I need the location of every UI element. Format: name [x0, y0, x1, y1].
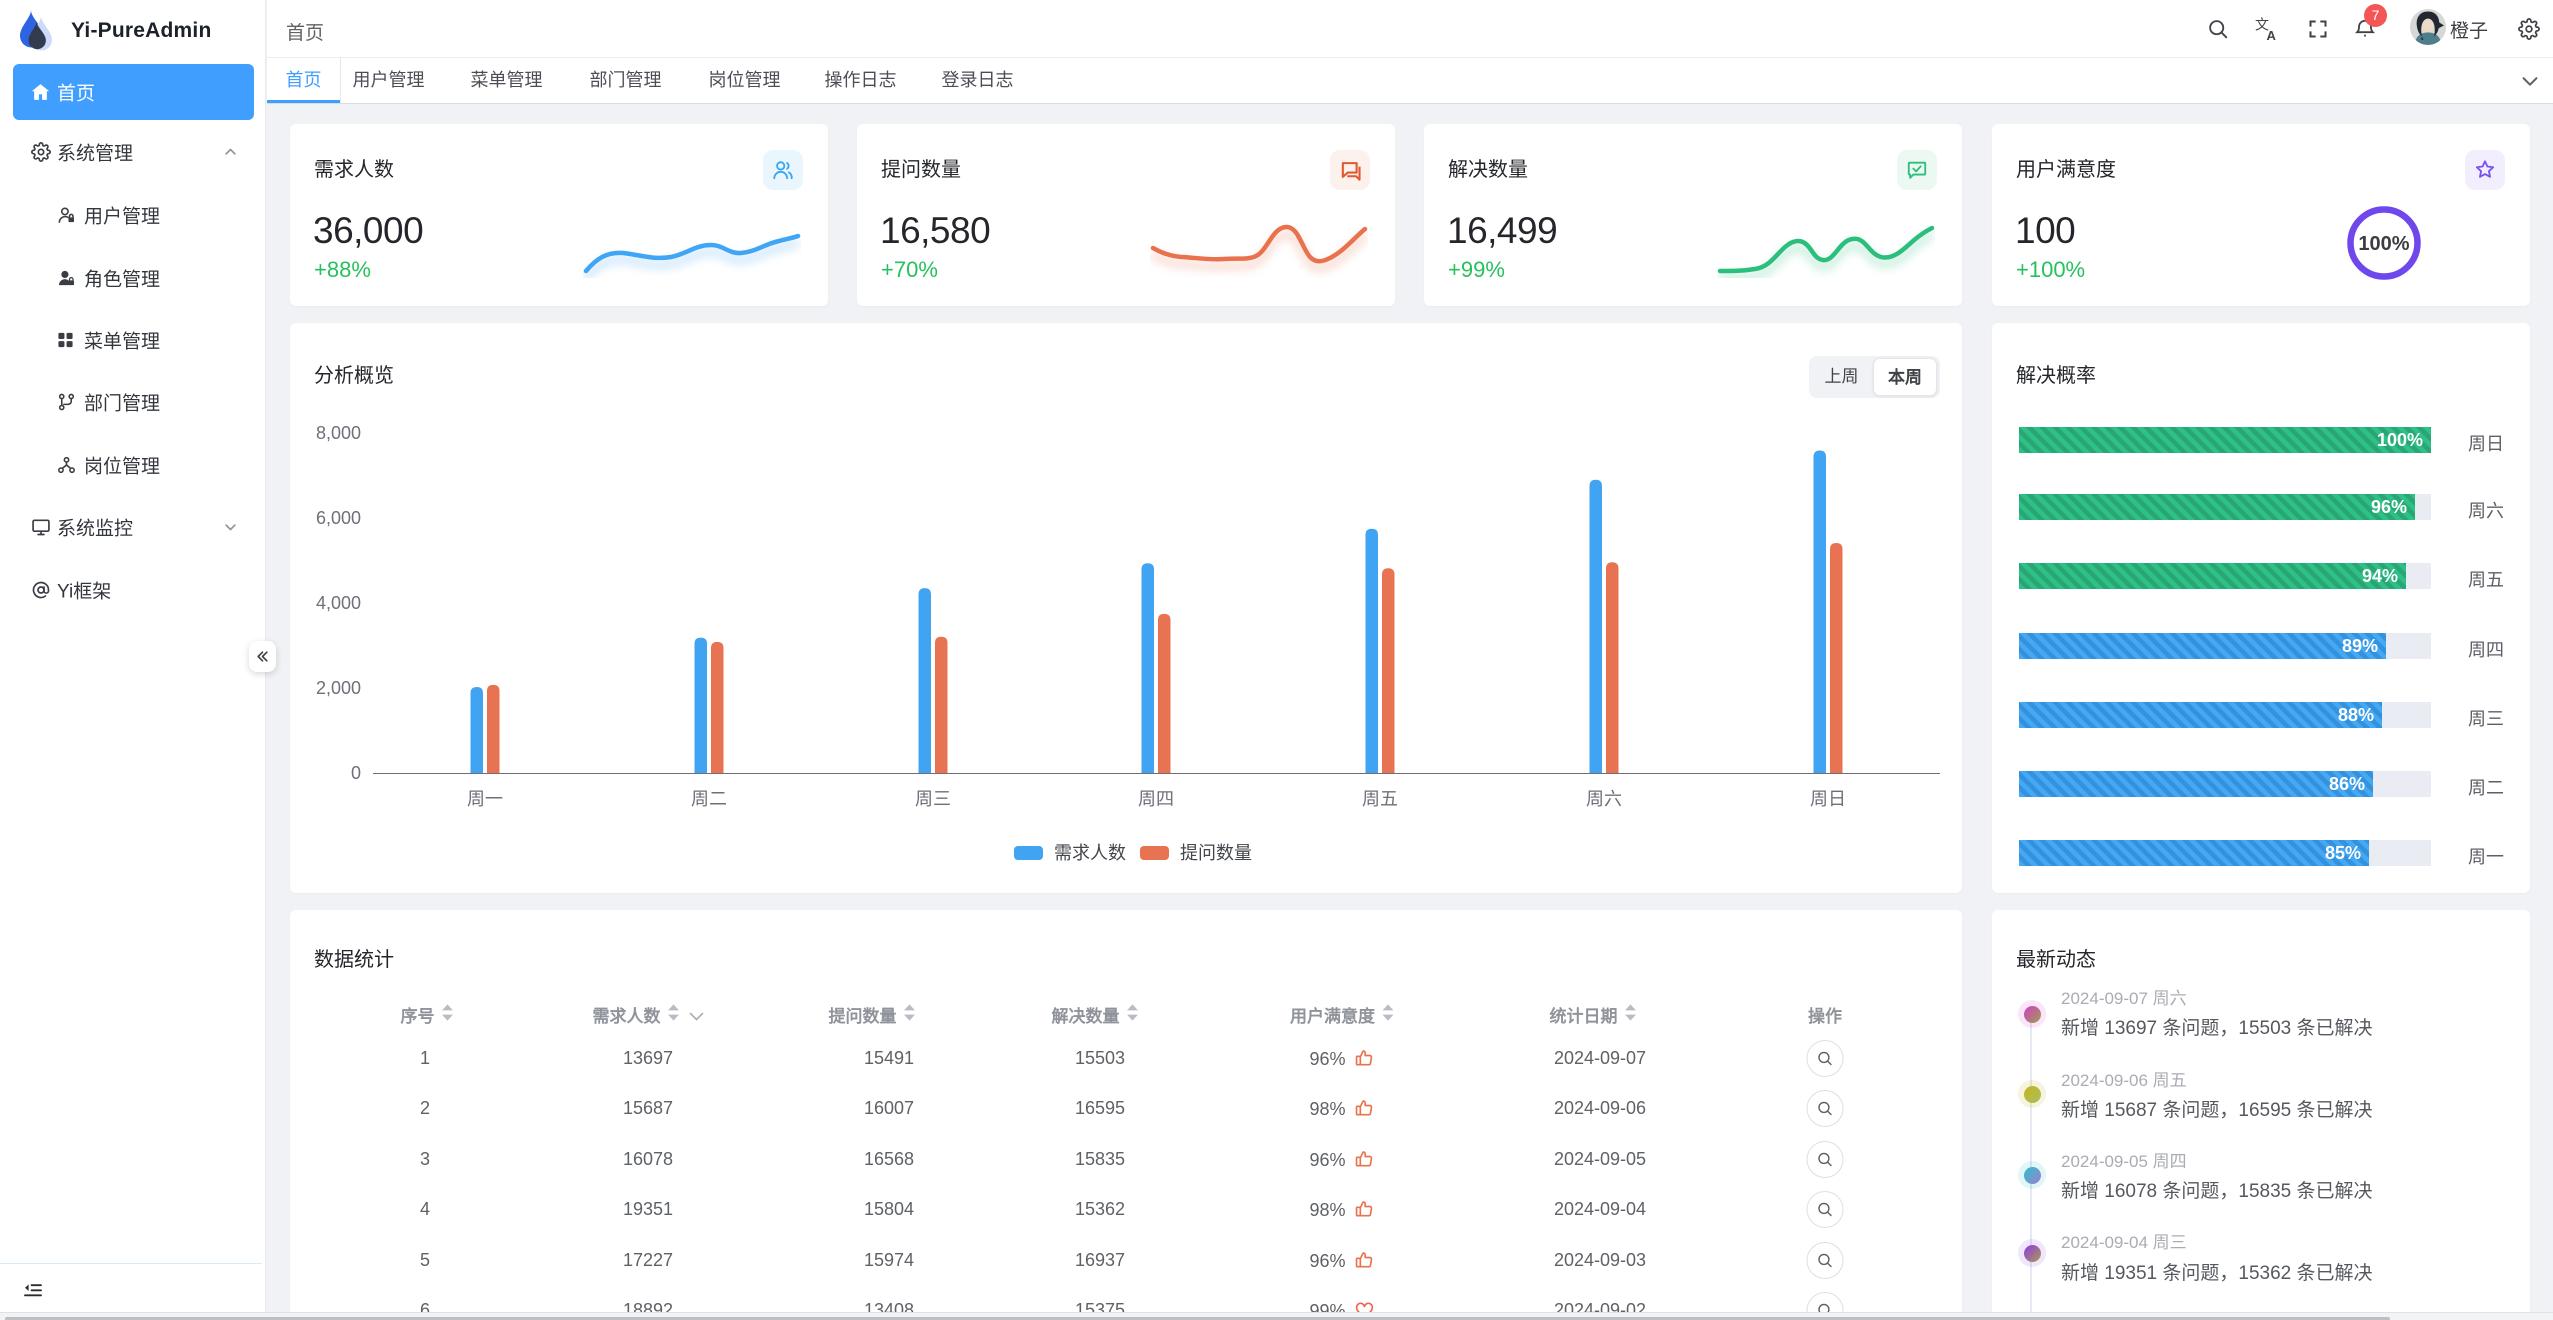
svg-text:文: 文: [2255, 17, 2269, 33]
svg-text:A: A: [2267, 28, 2277, 41]
svg-text:100%: 100%: [2358, 233, 2409, 255]
